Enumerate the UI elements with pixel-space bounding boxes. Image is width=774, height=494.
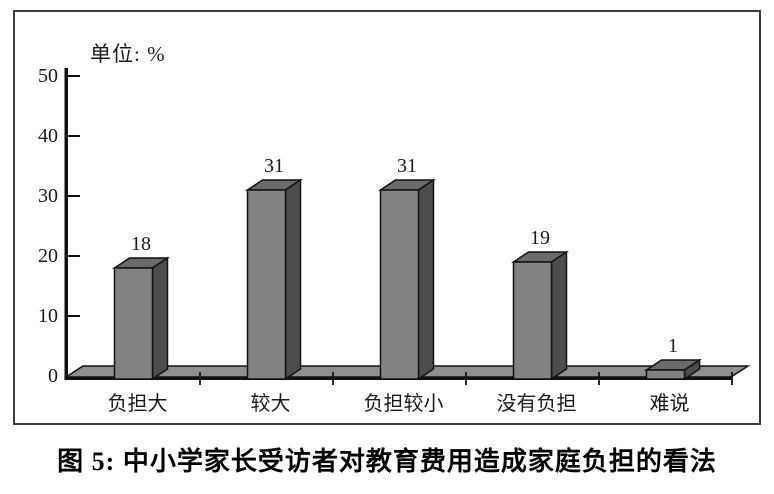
y-tick-label: 10	[38, 305, 58, 327]
bar-side-face	[284, 178, 302, 381]
category-label: 负担大	[107, 393, 168, 415]
bar-front-face	[246, 189, 287, 380]
bar-side-face	[151, 256, 169, 381]
bar-front-face	[512, 261, 553, 380]
bar-side-face	[417, 178, 435, 381]
bar-front-face	[113, 267, 154, 380]
category-label: 难说	[649, 393, 690, 415]
bar-value-label: 31	[264, 155, 284, 177]
y-axis-line	[64, 68, 68, 380]
category-label: 负担较小	[363, 393, 444, 415]
bar-value-label: 18	[131, 233, 151, 255]
bar-value-label: 19	[530, 227, 550, 249]
bar-value-label: 1	[668, 335, 678, 357]
unit-label: 单位: %	[90, 42, 166, 66]
y-tick-label: 50	[38, 65, 58, 87]
bar-value-label: 31	[397, 155, 417, 177]
bar-side-face	[550, 250, 568, 381]
bar-front-face	[379, 189, 420, 380]
y-tick-label: 0	[48, 365, 58, 387]
bar-front-face	[645, 369, 686, 380]
y-tick-label: 20	[38, 245, 58, 267]
category-label: 较大	[250, 393, 291, 415]
category-label: 没有负担	[496, 393, 577, 415]
chart-caption: 图 5: 中小学家长受访者对教育费用造成家庭负担的看法	[57, 447, 717, 476]
y-tick-label: 40	[38, 125, 58, 147]
y-tick-label: 30	[38, 185, 58, 207]
